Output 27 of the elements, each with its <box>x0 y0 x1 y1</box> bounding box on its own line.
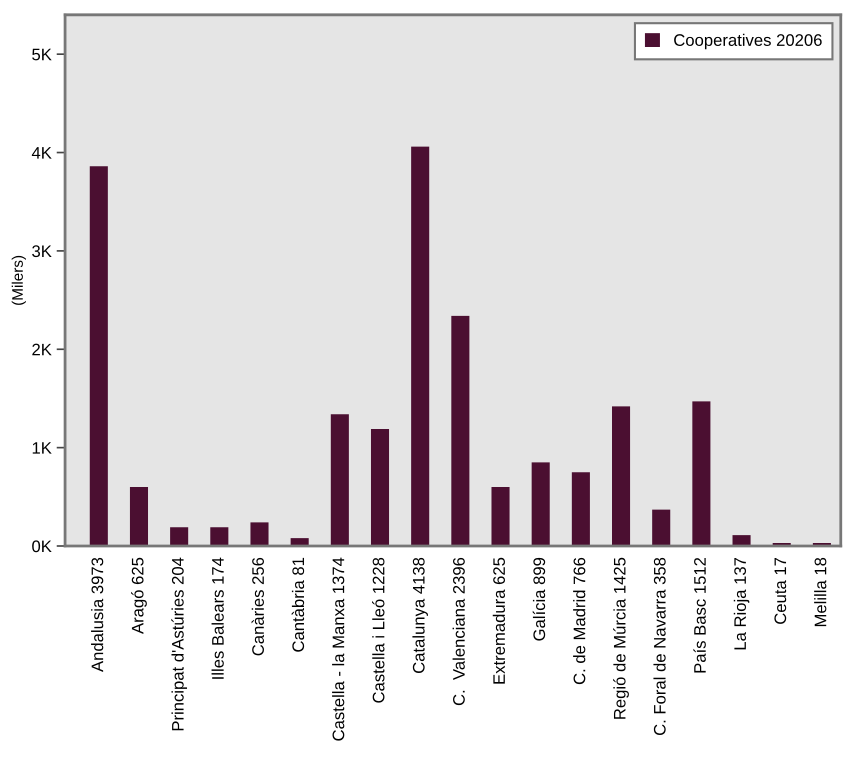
x-tick-label: Andalusia 3973 <box>91 558 104 672</box>
y-tick-label: 5K <box>32 48 52 60</box>
legend-label: Cooperatives 20206 <box>674 34 822 50</box>
x-tick-label: C. de Madrid 766 <box>573 558 586 684</box>
x-tick-label: Canàries 256 <box>252 558 264 656</box>
x-tick-label: Ceuta 17 <box>774 558 786 624</box>
y-tick-label: 1K <box>32 442 52 454</box>
x-tick-label: Galícia 899 <box>532 558 546 641</box>
x-tick-label: Cantàbria 81 <box>292 558 304 652</box>
x-tick-label: Illes Balears 174 <box>212 558 224 679</box>
y-tick-label: 4K <box>32 147 52 159</box>
x-tick-label: La Rioja 137 <box>734 558 750 650</box>
y-tick-label: 3K <box>32 245 52 258</box>
x-tick-label: Castella i Lleó 1228 <box>372 558 384 703</box>
x-tick-label: Aragó 625 <box>131 558 147 634</box>
x-tick-label: Principat d'Astúries 204 <box>171 558 188 730</box>
x-tick-label: Regió de Múrcia 1425 <box>613 558 629 719</box>
x-tick-label: Catalunya 4138 <box>412 558 428 674</box>
y-axis-title: (Milers) <box>12 256 26 305</box>
y-tick-label: 2K <box>32 344 52 356</box>
x-tick-label: País Basc 1512 <box>693 558 706 672</box>
x-tick-label: Castella - la Manxa 1374 <box>332 558 344 741</box>
y-tick-label: 0K <box>32 540 52 552</box>
x-tick-label: C. Valenciana 2396 <box>452 558 465 706</box>
x-tick-label: Melilla 18 <box>814 558 826 626</box>
x-tick-label: C. Foral de Navarra 358 <box>653 558 666 736</box>
x-tick-label: Extremadura 625 <box>492 558 505 684</box>
